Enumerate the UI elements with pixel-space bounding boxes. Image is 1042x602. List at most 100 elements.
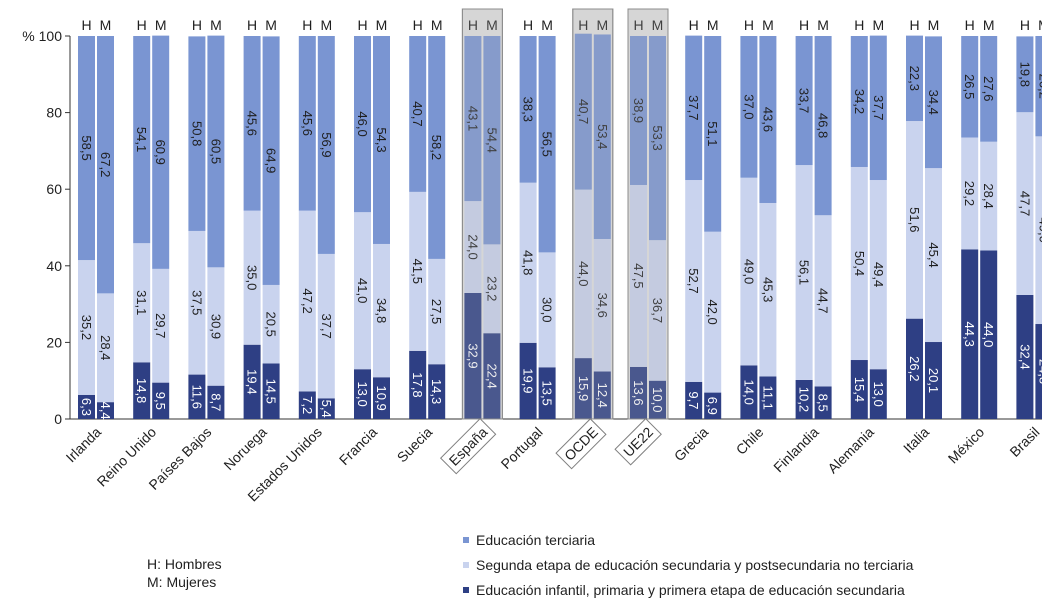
bar-segment-educacion_terciaria [133, 36, 151, 244]
data-label: 56,9 [319, 132, 334, 157]
bar-segment-educacion_infantil [78, 394, 95, 419]
bar-segment-segunda_etapa [464, 201, 482, 293]
bar-segment-educacion_terciaria [574, 33, 592, 190]
bar-segment-educacion_infantil [354, 369, 371, 419]
data-label: 28,4 [98, 335, 113, 360]
x-category-label: Grecia [671, 424, 712, 465]
data-label: 49,0 [741, 259, 756, 284]
bar-segment-educacion_terciaria [538, 36, 556, 253]
note-hombres: H: Hombres [147, 556, 222, 572]
bar-segment-educacion_terciaria [1035, 36, 1042, 137]
bar-sub-label: H [81, 17, 91, 33]
data-label: 4,4 [98, 402, 113, 420]
data-label: 54,1 [134, 127, 149, 152]
bar-segment-segunda_etapa [649, 240, 666, 381]
bar-segment-educacion_infantil [97, 402, 114, 419]
legend-swatch-terciaria [463, 536, 469, 543]
bar-segment-educacion_terciaria [97, 36, 114, 294]
data-label: 33,7 [797, 88, 812, 113]
bar-segment-educacion_terciaria [906, 35, 923, 122]
data-label: 28,4 [981, 183, 996, 208]
legend-item-infantil: Educación infantil, primaria y primera e… [463, 577, 913, 602]
data-label: 11,6 [189, 385, 204, 409]
data-label: 46,8 [816, 113, 831, 138]
bar-segment-segunda_etapa [538, 252, 556, 368]
bar-segment-educacion_infantil [906, 318, 923, 419]
bar-segment-educacion_infantil [980, 250, 998, 419]
bar-sub-label: H [413, 17, 423, 33]
data-label: 31,1 [134, 290, 149, 315]
bar-segment-segunda_etapa [814, 215, 832, 387]
bar-segment-segunda_etapa [685, 180, 703, 382]
data-label: 50,8 [189, 121, 204, 146]
bar-segment-segunda_etapa [207, 267, 225, 386]
bar-segment-educacion_terciaria [464, 36, 482, 202]
data-label: 13,6 [631, 380, 646, 405]
bar-sub-label: H [523, 17, 533, 33]
data-label: 5,4 [319, 400, 334, 418]
bar-segment-educacion_infantil [428, 364, 446, 419]
data-label: 38,3 [521, 97, 536, 122]
bar-segment-educacion_infantil [483, 333, 501, 419]
y-tick-label: 40 [46, 258, 62, 274]
highlight-overlay [572, 8, 614, 420]
bar-segment-educacion_terciaria [428, 36, 446, 259]
data-label: 14,0 [741, 380, 756, 405]
bar-segment-educacion_terciaria [814, 36, 832, 216]
data-label: 41,5 [410, 259, 425, 284]
data-label: 41,8 [521, 250, 536, 275]
data-label: 26,2 [1036, 74, 1042, 99]
bar-sub-label: M [210, 17, 222, 33]
bar-segment-educacion_infantil [593, 371, 611, 419]
x-category-label: Suecia [394, 424, 436, 466]
data-label: 24,0 [465, 234, 480, 259]
bar-segment-educacion_terciaria [78, 36, 95, 261]
chart-legend: Educación terciaria Segunda etapa de edu… [463, 527, 913, 602]
data-label: 50,4 [852, 251, 867, 276]
data-label: 49,0 [1036, 218, 1042, 243]
data-label: 44,0 [981, 322, 996, 347]
bar-segment-educacion_terciaria [759, 36, 777, 203]
bar-sub-label: H [302, 17, 312, 33]
data-label: 14,5 [264, 379, 279, 404]
data-label: 32,9 [465, 343, 480, 368]
bar-segment-segunda_etapa [1016, 112, 1034, 295]
data-label: 51,1 [705, 121, 720, 146]
bar-segment-educacion_infantil [133, 362, 151, 419]
data-label: 60,5 [208, 139, 223, 164]
bar-sub-label: H [578, 17, 588, 33]
data-label: 41,0 [355, 278, 370, 303]
highlight-overlay [461, 8, 503, 420]
y-tick-label: 60 [46, 181, 62, 197]
data-label: 56,1 [797, 260, 812, 285]
data-label: 45,6 [245, 111, 260, 136]
stacked-bar-chart: 0 20 40 60 80 % 100 H 6,3 35,2 58,5 M 4,4 28,4 67,2 Ir… [22, 8, 1042, 504]
data-label: 10,2 [797, 387, 812, 412]
note-mujeres: M: Mujeres [147, 574, 217, 590]
bar-segment-educacion_terciaria [704, 36, 722, 232]
bar-segment-segunda_etapa [78, 260, 95, 395]
data-label: 36,7 [650, 298, 665, 323]
bar-segment-educacion_infantil [961, 249, 979, 419]
bar-segment-educacion_terciaria [685, 35, 703, 181]
highlight-overlay [627, 8, 669, 420]
data-label: 53,3 [650, 125, 665, 150]
x-category-label: Chile [733, 424, 767, 458]
bar-segment-educacion_infantil [298, 391, 316, 419]
x-category-highlight-box [555, 418, 607, 470]
bar-segment-educacion_terciaria [317, 36, 335, 254]
bar-segment-segunda_etapa [262, 284, 280, 364]
data-label: 30,0 [540, 297, 555, 322]
bar-segment-segunda_etapa [409, 191, 427, 351]
data-label: 20,1 [926, 368, 941, 393]
data-label: 34,4 [926, 90, 941, 115]
legend-item-terciaria: Educación terciaria [463, 527, 913, 552]
data-label: 53,4 [595, 124, 610, 149]
data-label: 40,7 [576, 99, 591, 124]
bar-segment-educacion_infantil [925, 342, 942, 419]
data-label: 44,0 [576, 261, 591, 286]
data-label: 37,5 [189, 290, 204, 315]
bar-sub-label: H [799, 17, 809, 33]
x-category-label: UE22 [620, 424, 656, 460]
data-label: 34,8 [374, 298, 389, 323]
